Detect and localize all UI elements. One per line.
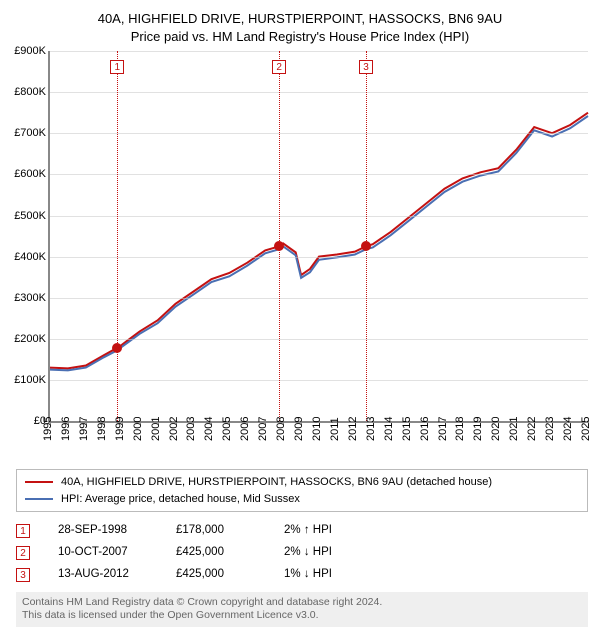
plot-area: £0£100K£200K£300K£400K£500K£600K£700K£80… — [48, 51, 588, 423]
event-marker-box: 2 — [272, 60, 286, 74]
event-vline — [366, 51, 367, 421]
y-tick-label: £700K — [2, 127, 46, 139]
x-tick-label: 1998 — [96, 417, 108, 441]
title-line-2: Price paid vs. HM Land Registry's House … — [0, 28, 600, 46]
x-tick-label: 2004 — [203, 417, 215, 441]
x-tick-label: 2021 — [508, 417, 520, 441]
event-row: 2 10-OCT-2007 £425,000 2% ↓ HPI — [16, 542, 588, 564]
legend-label: 40A, HIGHFIELD DRIVE, HURSTPIERPOINT, HA… — [61, 474, 492, 491]
event-date: 10-OCT-2007 — [58, 542, 148, 564]
y-tick-label: £100K — [2, 374, 46, 386]
event-price: £178,000 — [176, 520, 256, 542]
event-hpi: 1% ↓ HPI — [284, 564, 332, 586]
x-tick-label: 2005 — [221, 417, 233, 441]
event-date: 13-AUG-2012 — [58, 564, 148, 586]
x-tick-label: 2003 — [185, 417, 197, 441]
x-tick-label: 2001 — [150, 417, 162, 441]
x-tick-label: 2020 — [490, 417, 502, 441]
event-row: 3 13-AUG-2012 £425,000 1% ↓ HPI — [16, 564, 588, 586]
x-tick-label: 2006 — [239, 417, 251, 441]
x-tick-label: 2017 — [437, 417, 449, 441]
x-tick-label: 2000 — [132, 417, 144, 441]
events-table: 1 28-SEP-1998 £178,000 2% ↑ HPI 2 10-OCT-2007… — [16, 520, 588, 586]
event-marker-box: 3 — [359, 60, 373, 74]
legend-row: HPI: Average price, detached house, Mid … — [25, 491, 579, 508]
legend-swatch — [25, 481, 53, 483]
legend: 40A, HIGHFIELD DRIVE, HURSTPIERPOINT, HA… — [16, 469, 588, 512]
x-tick-label: 2023 — [544, 417, 556, 441]
gridline — [50, 174, 588, 175]
event-marker-box: 1 — [16, 524, 30, 538]
x-tick-label: 2002 — [168, 417, 180, 441]
gridline — [50, 380, 588, 381]
event-marker-box: 1 — [110, 60, 124, 74]
x-tick-label: 2022 — [526, 417, 538, 441]
x-tick-label: 2016 — [419, 417, 431, 441]
event-dot — [361, 241, 371, 251]
x-tick-label: 1997 — [78, 417, 90, 441]
y-tick-label: £900K — [2, 45, 46, 57]
x-axis-labels: 1995199619971998199920002001200220032004… — [48, 423, 588, 463]
gridline — [50, 339, 588, 340]
y-tick-label: £300K — [2, 292, 46, 304]
series-line — [50, 113, 588, 369]
legend-label: HPI: Average price, detached house, Mid … — [61, 491, 300, 508]
event-hpi: 2% ↓ HPI — [284, 542, 332, 564]
event-date: 28-SEP-1998 — [58, 520, 148, 542]
x-tick-label: 2007 — [257, 417, 269, 441]
gridline — [50, 257, 588, 258]
legend-swatch — [25, 498, 53, 500]
x-tick-label: 2008 — [275, 417, 287, 441]
event-price: £425,000 — [176, 564, 256, 586]
y-tick-label: £500K — [2, 210, 46, 222]
event-dot — [274, 241, 284, 251]
event-hpi: 2% ↑ HPI — [284, 520, 332, 542]
x-tick-label: 2013 — [365, 417, 377, 441]
x-tick-label: 1995 — [42, 417, 54, 441]
event-price: £425,000 — [176, 542, 256, 564]
event-dot — [112, 343, 122, 353]
x-tick-label: 2014 — [383, 417, 395, 441]
gridline — [50, 133, 588, 134]
event-marker-box: 3 — [16, 568, 30, 582]
y-tick-label: £600K — [2, 168, 46, 180]
y-tick-label: £400K — [2, 251, 46, 263]
chart-container: 40A, HIGHFIELD DRIVE, HURSTPIERPOINT, HA… — [0, 0, 600, 590]
gridline — [50, 298, 588, 299]
x-tick-label: 2025 — [580, 417, 592, 441]
y-tick-label: £200K — [2, 333, 46, 345]
footer-line-1: Contains HM Land Registry data © Crown c… — [22, 596, 582, 610]
x-tick-label: 2018 — [454, 417, 466, 441]
x-tick-label: 2015 — [401, 417, 413, 441]
plot-svg — [50, 51, 588, 421]
series-line — [50, 116, 588, 370]
x-tick-label: 2010 — [311, 417, 323, 441]
x-tick-label: 2024 — [562, 417, 574, 441]
y-tick-label: £800K — [2, 86, 46, 98]
gridline — [50, 92, 588, 93]
event-vline — [117, 51, 118, 421]
footer-line-2: This data is licensed under the Open Gov… — [22, 609, 582, 623]
gridline — [50, 216, 588, 217]
chart-title: 40A, HIGHFIELD DRIVE, HURSTPIERPOINT, HA… — [0, 0, 600, 45]
x-tick-label: 1999 — [114, 417, 126, 441]
event-marker-box: 2 — [16, 546, 30, 560]
x-tick-label: 2009 — [293, 417, 305, 441]
x-tick-label: 2019 — [472, 417, 484, 441]
x-tick-label: 1996 — [60, 417, 72, 441]
event-row: 1 28-SEP-1998 £178,000 2% ↑ HPI — [16, 520, 588, 542]
attribution-footer: Contains HM Land Registry data © Crown c… — [16, 592, 588, 627]
x-tick-label: 2012 — [347, 417, 359, 441]
gridline — [50, 51, 588, 52]
event-vline — [279, 51, 280, 421]
legend-row: 40A, HIGHFIELD DRIVE, HURSTPIERPOINT, HA… — [25, 474, 579, 491]
title-line-1: 40A, HIGHFIELD DRIVE, HURSTPIERPOINT, HA… — [0, 10, 600, 28]
x-tick-label: 2011 — [329, 417, 341, 441]
y-tick-label: £0 — [2, 415, 46, 427]
